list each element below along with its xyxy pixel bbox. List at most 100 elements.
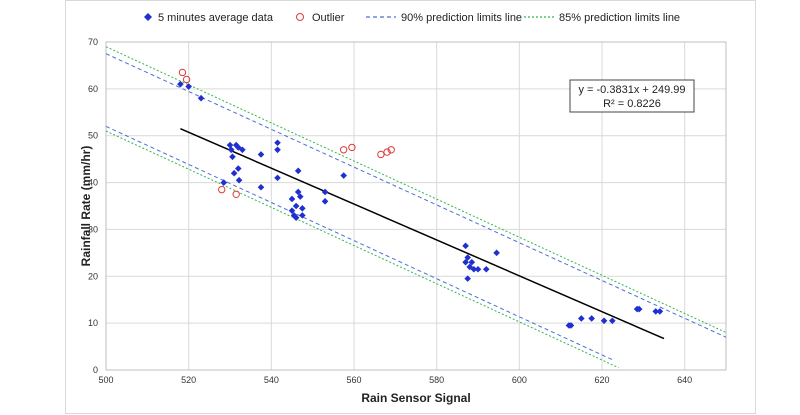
x-tick-label: 520 (181, 375, 196, 385)
data-point (466, 263, 474, 271)
legend: 5 minutes average data Outlier 90% predi… (144, 12, 680, 24)
data-point (652, 308, 660, 315)
data-point (226, 141, 234, 149)
x-tick-label: 560 (346, 375, 361, 385)
data-point (470, 265, 478, 273)
chart-points (177, 68, 664, 329)
data-point (600, 317, 608, 325)
data-point (474, 265, 482, 273)
regression-line (180, 127, 665, 340)
r-squared-value: R² = 0.8226 (603, 98, 661, 110)
outlier-point (348, 143, 356, 152)
data-point (294, 188, 302, 196)
data-point (220, 179, 228, 186)
y-tick-label: 0 (93, 365, 98, 375)
data-point (294, 167, 302, 175)
data-point (292, 202, 300, 210)
x-tick-label: 580 (429, 375, 444, 385)
data-point (578, 315, 585, 322)
data-point (635, 305, 643, 313)
y-tick-label: 70 (88, 37, 98, 47)
data-point (464, 275, 471, 282)
y-tick-label: 20 (88, 271, 98, 281)
equation-box-border (569, 79, 695, 113)
legend-label-average: 5 minutes average data (158, 12, 274, 24)
x-tick-label: 540 (264, 375, 279, 385)
legend-item-average: 5 minutes average data (144, 12, 274, 24)
outlier-point (178, 68, 187, 77)
data-point (234, 165, 242, 172)
outlier-point (218, 185, 226, 194)
x-tick-label: 620 (594, 375, 609, 385)
y-tick-label: 50 (88, 131, 98, 141)
prediction-90-line-lower (105, 125, 615, 362)
regression-equation: y = -0.3831x + 249.99 (578, 84, 685, 96)
data-point (656, 308, 664, 315)
prediction-90-line-upper (105, 53, 727, 338)
data-point (462, 242, 469, 250)
data-point (567, 322, 575, 329)
legend-diamond-marker (144, 13, 152, 21)
data-point (197, 94, 205, 102)
data-point (321, 188, 329, 196)
y-tick-label: 60 (88, 84, 98, 94)
data-point (274, 146, 281, 154)
prediction-85-line-upper (105, 46, 727, 333)
y-tick-label: 30 (88, 224, 98, 234)
x-axis-title: Rain Sensor Signal (361, 391, 470, 405)
tick-labels: 0 10 20 30 40 50 60 70 500 520 540 560 580 600 620 640 (88, 37, 692, 385)
data-point (468, 258, 476, 266)
data-point (235, 176, 243, 184)
y-tick-label: 40 (88, 178, 98, 188)
plot-area (105, 41, 727, 371)
legend-label-90: 90% prediction limits line (401, 12, 522, 24)
x-tick-label: 600 (512, 375, 527, 385)
data-point (177, 80, 184, 88)
y-tick-label: 10 (88, 318, 98, 328)
data-point (232, 141, 240, 149)
equation-box: y = -0.3831x + 249.99 R² = 0.8226 (569, 79, 695, 113)
x-tick-label: 500 (98, 375, 113, 385)
legend-item-outlier: Outlier (296, 12, 345, 24)
data-point (288, 195, 296, 203)
data-point (239, 146, 246, 154)
outlier-point (232, 190, 240, 198)
chart-border (65, 0, 756, 414)
data-point (257, 151, 265, 158)
outlier-point (339, 146, 348, 154)
chart-lines (105, 46, 727, 369)
data-point (464, 254, 471, 261)
data-point (288, 207, 296, 214)
legend-label-85: 85% prediction limits line (559, 12, 680, 24)
x-tick-label: 640 (677, 375, 692, 385)
data-point (274, 174, 281, 182)
data-point (299, 212, 306, 219)
data-point (296, 193, 304, 200)
legend-circle-marker (296, 13, 304, 21)
data-point (227, 146, 235, 154)
y-axis-title: Rainfall Rate (mm/hr) (79, 146, 93, 267)
data-point (493, 249, 500, 257)
data-point (321, 198, 329, 205)
outlier-point (377, 150, 385, 159)
outlier-point (383, 148, 391, 156)
data-point (229, 153, 236, 161)
data-point (230, 169, 238, 177)
data-point (609, 317, 616, 325)
outlier-point (182, 75, 191, 84)
data-point (299, 205, 306, 212)
legend-label-outlier: Outlier (312, 12, 345, 24)
data-point (292, 214, 300, 222)
legend-item-90: 90% prediction limits line (366, 12, 522, 24)
data-point (185, 83, 192, 90)
data-point (257, 183, 265, 191)
data-point (482, 265, 490, 273)
data-point (588, 315, 595, 322)
data-point (340, 172, 347, 179)
outlier-point (387, 146, 395, 154)
legend-item-85: 85% prediction limits line (524, 12, 680, 24)
data-point (274, 139, 281, 147)
data-point (462, 258, 469, 266)
